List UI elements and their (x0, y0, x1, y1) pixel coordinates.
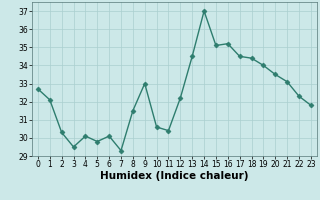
X-axis label: Humidex (Indice chaleur): Humidex (Indice chaleur) (100, 171, 249, 181)
